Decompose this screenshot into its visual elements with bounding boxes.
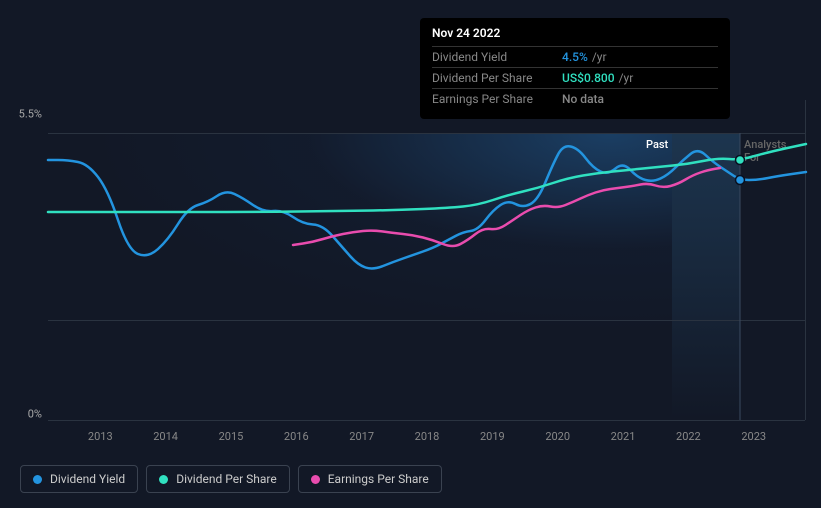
x-axis-tick: 2016 — [284, 430, 309, 443]
tooltip-row: Dividend Per ShareUS$0.800/yr — [432, 67, 718, 88]
legend-label: Dividend Per Share — [176, 472, 277, 486]
tooltip-row-unit: /yr — [619, 71, 634, 85]
tooltip-row-value: US$0.800 — [562, 71, 615, 85]
tooltip-row-unit: /yr — [592, 50, 607, 64]
x-axis-tick: 2023 — [741, 430, 766, 443]
tooltip-row: Dividend Yield4.5% /yr — [432, 46, 718, 67]
legend-item[interactable]: Dividend Per Share — [146, 465, 290, 493]
x-axis-tick: 2020 — [545, 430, 570, 443]
y-axis-min-label: 0% — [28, 408, 42, 421]
tooltip-row-label: Earnings Per Share — [432, 92, 562, 106]
x-axis-tick: 2017 — [349, 430, 374, 443]
x-axis-tick: 2014 — [153, 430, 178, 443]
chart-area: 5.5% 0% Past Analysts For — [48, 100, 806, 420]
x-axis: 2013 2014 2015 2016 2017 2018 2019 2020 2021 2022… — [48, 430, 806, 450]
x-axis-tick: 2013 — [88, 430, 113, 443]
x-axis-tick: 2021 — [611, 430, 636, 443]
chart-lines — [48, 100, 806, 420]
legend-item[interactable]: Earnings Per Share — [298, 465, 442, 493]
legend: Dividend Yield Dividend Per Share Earnings… — [20, 465, 442, 493]
legend-dot-icon — [311, 475, 320, 484]
series-line — [48, 146, 806, 268]
series-end-dot — [736, 156, 745, 165]
tooltip-row-label: Dividend Yield — [432, 50, 562, 64]
x-axis-tick: 2019 — [480, 430, 505, 443]
legend-label: Dividend Yield — [50, 472, 125, 486]
tooltip-row-value: No data — [562, 92, 604, 106]
y-axis-max-label: 5.5% — [19, 108, 42, 121]
tooltip: Nov 24 2022 Dividend Yield4.5%/yrDividen… — [420, 18, 730, 119]
legend-label: Earnings Per Share — [328, 472, 429, 486]
x-axis-tick: 2022 — [676, 430, 701, 443]
legend-dot-icon — [159, 475, 168, 484]
tooltip-row-label: Dividend Per Share — [432, 71, 562, 85]
legend-item[interactable]: Dividend Yield — [20, 465, 138, 493]
tooltip-row-value: 4.5% — [562, 50, 588, 64]
x-axis-tick: 2018 — [415, 430, 440, 443]
tooltip-row: Earnings Per ShareNo data — [432, 88, 718, 109]
series-end-dot — [736, 176, 745, 185]
legend-dot-icon — [33, 475, 42, 484]
tooltip-date: Nov 24 2022 — [432, 26, 718, 46]
x-axis-tick: 2015 — [219, 430, 244, 443]
gridline-bottom — [48, 420, 805, 421]
